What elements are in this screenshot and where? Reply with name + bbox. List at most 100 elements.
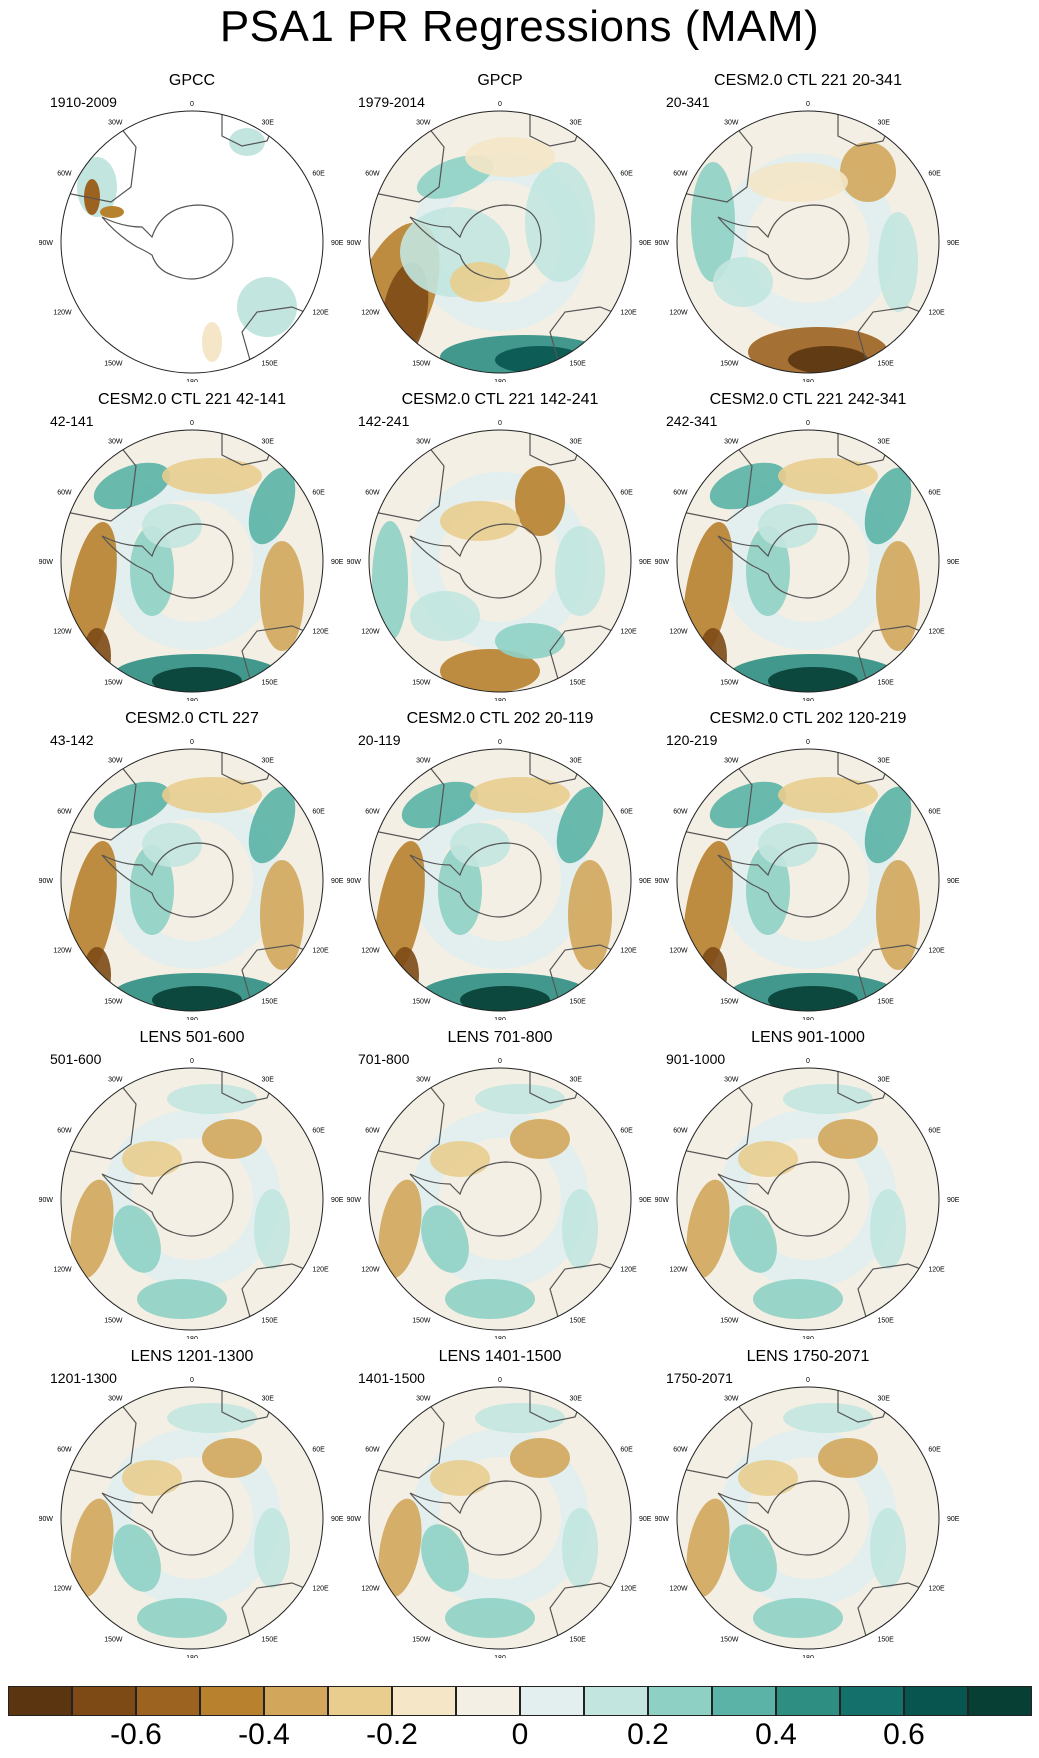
australia-coastline [857,625,934,687]
panel-period: 701-800 [358,1051,410,1067]
regression-anomaly [870,1508,906,1588]
longitude-label: 60E [928,1128,941,1135]
longitude-label: 0 [498,1377,502,1384]
colorbar-tick-label: 0 [511,1718,529,1751]
longitude-label: 30E [878,439,891,446]
longitude-label: 150E [878,998,895,1005]
regression-anomaly [167,1403,257,1433]
south-america-coastline [677,121,753,203]
polar-stereographic-map: 0 30E 60E 90E 120E 150E 180 150W 120W 90W 60W 30W [655,739,960,1020]
regression-anomaly [460,986,550,1011]
regression-anomaly [840,142,896,202]
colorbar-segment [584,1686,648,1716]
longitude-label: 90E [331,240,344,247]
panel-period: 1910-2009 [50,94,117,110]
south-america-coastline [677,759,753,841]
longitude-label: 60W [365,171,380,178]
panel-title: LENS 1201-1300 [130,1348,254,1365]
longitude-label: 60W [365,490,380,497]
regression-anomaly [818,1119,878,1159]
regression-anomaly [709,462,787,510]
longitude-label: 30W [108,1396,123,1403]
longitude-label: 30W [724,1077,739,1084]
longitude-label: 30W [416,1077,431,1084]
regression-anomaly [683,840,733,980]
regression-anomaly [864,786,912,864]
longitude-label: 30E [570,1396,583,1403]
longitude-label: 60E [620,809,633,816]
panel-title: CESM2.0 CTL 221 20-341 [714,72,902,89]
panel-title: LENS 1401-1500 [438,1348,562,1365]
regression-anomaly [378,1179,422,1279]
regression-anomaly [783,1084,873,1114]
longitude-label: 180 [186,1336,198,1339]
polar-stereographic-map: 0 30E 60E 90E 120E 150E 180 150W 120W 90W 60W 30W [39,420,344,701]
longitude-label: 90W [347,559,362,566]
longitude-label: 180 [802,1336,814,1339]
longitude-label: 60E [312,171,325,178]
longitude-label: 30W [724,758,739,765]
regression-anomaly [753,1598,843,1638]
longitude-label: 90W [39,240,54,247]
longitude-label: 90W [655,240,670,247]
south-america-coastline [369,759,445,841]
regression-anomaly [746,845,790,935]
longitude-label: 90W [347,878,362,885]
longitude-label: 120E [928,1586,945,1593]
longitude-label: 150W [720,998,739,1005]
regression-anomaly [70,1179,114,1279]
map-boundary [60,429,324,693]
map-panel: CESM2.0 CTL 221 242-341 0 30E 60E 90E 120E 150… [643,391,960,701]
longitude-label: 60E [928,490,941,497]
longitude-label: 150E [570,1636,587,1643]
colorbar-segment [8,1686,72,1716]
longitude-label: 30W [108,1077,123,1084]
south-america-coastline [61,759,137,841]
panel-title: CESM2.0 CTL 221 42-141 [98,391,286,408]
regression-anomaly [430,1141,490,1177]
panel-title: CESM2.0 CTL 202 120-219 [709,710,907,727]
polar-stereographic-map: 0 30E 60E 90E 120E 150E 180 150W 120W 90W 60W 30W [347,101,652,382]
regression-anomaly [162,777,262,813]
regression-anomaly [260,860,304,970]
map-panel: LENS 901-1000 0 30E 60E 90E 120E 150E 180 150W 12… [643,1029,960,1339]
antarctica-coastline [409,1161,542,1237]
polar-stereographic-map: 0 30E 60E 90E 120E 150E 180 150W 120W 90W 60W 30W [39,101,344,382]
longitude-label: 90E [639,878,652,885]
regression-anomaly [510,1119,570,1159]
map-boundary [60,748,324,1012]
regression-anomaly [475,1403,565,1433]
longitude-label: 120W [361,948,380,955]
map-panel: CESM2.0 CTL 202 20-119 0 30E 60E 90E 120E 150E… [335,710,652,1020]
colorbar-segment [776,1686,840,1716]
regression-anomaly [130,526,174,616]
longitude-label: 150E [570,998,587,1005]
longitude-label: 30W [108,120,123,127]
longitude-label: 60E [620,1128,633,1135]
regression-anomaly [510,1438,570,1478]
longitude-label: 0 [806,420,810,427]
panel-period: 42-141 [50,413,94,429]
australia-coastline [549,625,626,687]
longitude-label: 30E [570,120,583,127]
longitude-label: 150W [104,679,123,686]
longitude-label: 120W [361,310,380,317]
regression-anomaly [876,860,920,970]
longitude-label: 150W [720,1317,739,1324]
longitude-label: 90W [655,559,670,566]
panel-period: 1979-2014 [358,94,425,110]
australia-coastline [857,306,934,368]
regression-anomaly [555,526,605,616]
regression-anomaly [93,462,171,510]
regression-anomaly [470,777,570,813]
colorbar-tick-label: -0.4 [238,1718,290,1751]
antarctica-coastline [717,523,850,599]
colorbar-segment [264,1686,328,1716]
longitude-label: 180 [802,698,814,701]
longitude-label: 30W [416,120,431,127]
antarctica-coastline [101,842,234,918]
panel-title: LENS 1750-2071 [746,1348,870,1365]
map-boundary [60,1067,324,1331]
regression-anomaly [410,591,480,641]
